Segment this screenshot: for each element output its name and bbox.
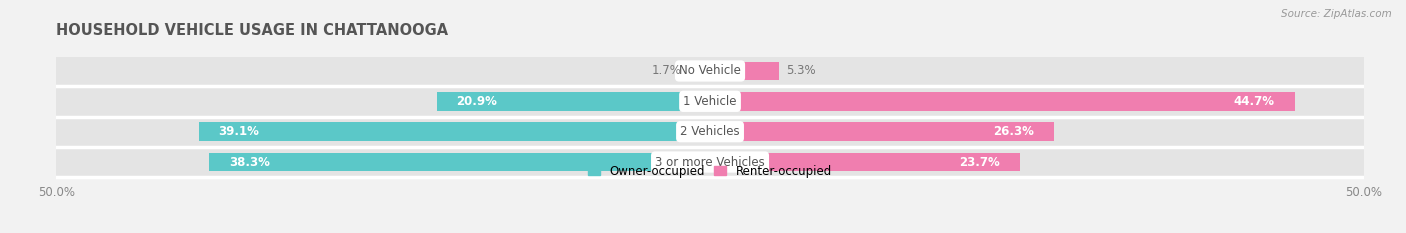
Text: 5.3%: 5.3% [786, 65, 815, 78]
Bar [710, 62, 779, 80]
Bar [56, 147, 1364, 176]
Bar [209, 153, 710, 171]
Text: 23.7%: 23.7% [959, 155, 1000, 168]
Legend: Owner-occupied, Renter-occupied: Owner-occupied, Renter-occupied [583, 160, 837, 182]
Text: 1.7%: 1.7% [651, 65, 682, 78]
Text: 26.3%: 26.3% [994, 125, 1035, 138]
Text: 38.3%: 38.3% [229, 155, 270, 168]
Bar [56, 117, 1364, 146]
Bar [710, 153, 1019, 171]
Bar [710, 122, 1054, 141]
Text: Source: ZipAtlas.com: Source: ZipAtlas.com [1281, 9, 1392, 19]
Text: No Vehicle: No Vehicle [679, 65, 741, 78]
Bar [198, 122, 710, 141]
Text: 2 Vehicles: 2 Vehicles [681, 125, 740, 138]
Text: 3 or more Vehicles: 3 or more Vehicles [655, 155, 765, 168]
Text: 1 Vehicle: 1 Vehicle [683, 95, 737, 108]
Bar [56, 87, 1364, 116]
Text: 39.1%: 39.1% [218, 125, 259, 138]
Text: 20.9%: 20.9% [457, 95, 498, 108]
Text: 44.7%: 44.7% [1234, 95, 1275, 108]
Bar [437, 92, 710, 111]
Bar [688, 62, 710, 80]
Bar [56, 57, 1364, 86]
Text: HOUSEHOLD VEHICLE USAGE IN CHATTANOOGA: HOUSEHOLD VEHICLE USAGE IN CHATTANOOGA [56, 23, 449, 38]
Bar [710, 92, 1295, 111]
